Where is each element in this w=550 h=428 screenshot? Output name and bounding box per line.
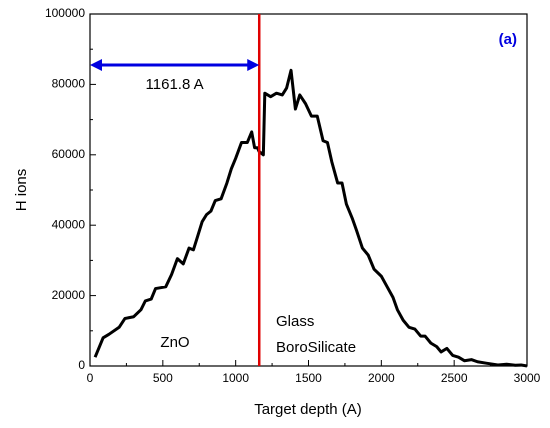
region-label: ZnO bbox=[160, 334, 189, 351]
data-line bbox=[93, 68, 528, 368]
y-axis-label: H ions bbox=[13, 169, 30, 212]
x-tick-label: 2000 bbox=[368, 371, 395, 385]
y-tick-label: 60000 bbox=[52, 147, 86, 161]
x-tick-label: 1000 bbox=[222, 371, 249, 385]
arrow-head bbox=[90, 59, 102, 72]
x-tick-label: 2500 bbox=[441, 371, 468, 385]
y-tick-label: 80000 bbox=[52, 77, 86, 91]
panel-label: (a) bbox=[499, 31, 517, 48]
x-tick-label: 0 bbox=[87, 371, 94, 385]
region-label: Glass bbox=[276, 313, 314, 330]
y-tick-label: 100000 bbox=[45, 6, 85, 20]
x-tick-label: 1500 bbox=[295, 371, 322, 385]
arrow-label: 1161.8 A bbox=[146, 76, 204, 93]
y-tick-label: 20000 bbox=[52, 288, 86, 302]
y-tick-label: 40000 bbox=[52, 217, 86, 231]
y-tick-label: 0 bbox=[78, 358, 85, 372]
arrow-head bbox=[247, 59, 260, 72]
x-tick-label: 500 bbox=[153, 371, 173, 385]
x-axis-label: Target depth (A) bbox=[254, 401, 362, 418]
region-label: BoroSilicate bbox=[276, 339, 356, 356]
x-tick-label: 3000 bbox=[514, 371, 541, 385]
